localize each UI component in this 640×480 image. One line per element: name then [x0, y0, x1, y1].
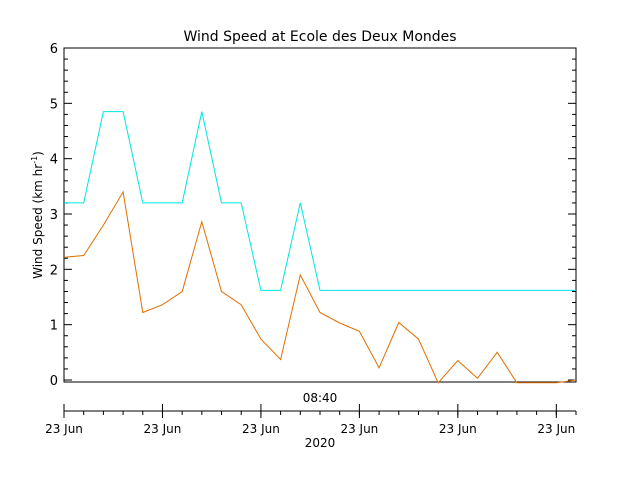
date-axis-ticks [63, 404, 577, 418]
y-tick-label: 6 [50, 42, 58, 57]
series-line-1 [64, 111, 576, 291]
y-tick-label: 3 [50, 208, 58, 223]
date-tick-label: 23 Jun [242, 422, 280, 436]
series-line-2 [63, 190, 577, 384]
y-axis-label: Wind Speed (km hr-1) [30, 151, 45, 279]
y-tick-label: 4 [50, 153, 58, 168]
date-tick-label: 23 Jun [439, 422, 477, 436]
chart-title: Wind Speed at Ecole des Deux Mondes [183, 29, 456, 45]
plot-frame [63, 47, 577, 383]
date-axis-tick-labels: 23 Jun 23 Jun 23 Jun 23 Jun 23 Jun 23 Jun [45, 422, 575, 436]
year-label: 2020 [305, 436, 336, 450]
time-label: 08:40 [303, 391, 338, 405]
y-tick-label: 5 [50, 97, 58, 112]
y-tick-label: 0 [50, 374, 58, 389]
y-axis-tick-labels: 0 1 2 3 4 5 6 [50, 42, 58, 389]
date-tick-label: 23 Jun [144, 422, 182, 436]
y-axis-ticks [64, 47, 576, 381]
y-tick-label: 2 [50, 263, 58, 278]
date-tick-label: 23 Jun [45, 422, 83, 436]
y-tick-label: 1 [50, 319, 58, 334]
date-tick-label: 23 Jun [537, 422, 575, 436]
date-tick-label: 23 Jun [340, 422, 378, 436]
series-lines [63, 111, 577, 384]
